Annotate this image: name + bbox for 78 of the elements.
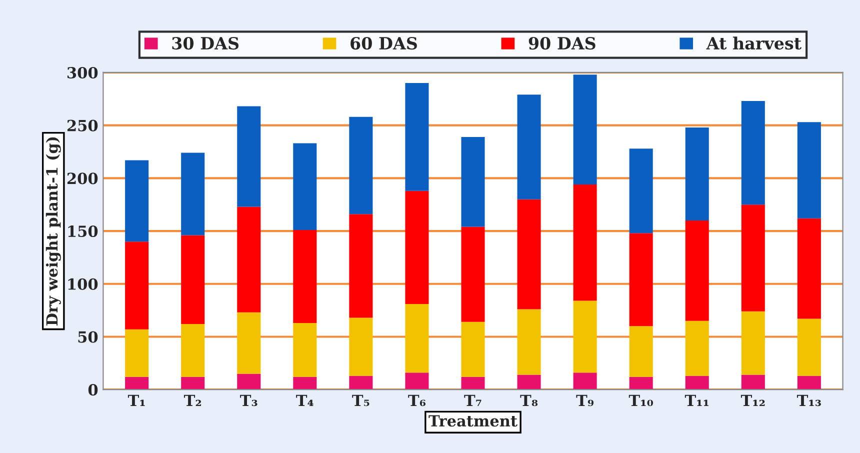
bar [461,322,485,377]
bar [517,309,541,375]
x-tick-label: T₈ [520,394,538,406]
bar [293,143,317,230]
bar [685,127,709,220]
x-tick-label: T₉ [576,394,594,406]
y-tick-label: 300 [68,66,98,78]
bar [741,374,765,390]
x-tick-label: T₂ [184,394,202,406]
bar [797,318,821,376]
y-tick-label: 150 [68,225,98,238]
bar [405,304,429,373]
bar [293,322,317,377]
bar [573,74,597,185]
bar [349,376,373,390]
bar [797,376,821,390]
bar [517,94,541,200]
bar [349,318,373,376]
bar [405,190,429,304]
bar [685,376,709,390]
x-tick-label: T₄ [296,394,314,406]
bar [125,376,149,390]
bar [293,230,317,323]
bar [405,372,429,390]
y-tick-label: 50 [78,331,98,343]
y-tick-label: 0 [88,384,98,396]
bar [741,101,765,205]
y-tick-label: 250 [67,120,98,132]
x-tick-label: T₅ [352,394,370,406]
bar [181,324,205,377]
bar [517,374,541,390]
bar [629,233,653,326]
bar [629,376,653,390]
bar [237,206,261,312]
bar [573,372,597,390]
bar [461,136,485,227]
bar [573,184,597,301]
bar [293,376,317,390]
bar [125,329,149,377]
x-tick-label: T₁₀ [628,394,654,406]
bar [237,312,261,374]
bar [237,374,261,390]
bar [517,199,541,310]
x-tick-label: T₁ [128,394,145,406]
legend-label: At harvest [706,36,802,50]
x-axis-title: Treatment [428,415,518,427]
bar [629,326,653,377]
y-axis-title: Dry weight plant-1 (g) [46,137,61,326]
bar [741,311,765,375]
bar [125,242,149,330]
legend-label: 30 DAS [172,36,239,50]
bar [741,204,765,312]
bar [125,160,149,242]
bar [461,376,485,390]
y-tick-label: 200 [67,172,98,184]
bar [685,220,709,321]
bar [181,376,205,390]
bar [237,106,261,207]
bar [349,116,373,214]
x-tick-label: T₆ [408,394,426,406]
bar [181,152,205,236]
bar [573,300,597,373]
x-tick-label: T₇ [464,394,482,406]
bar [797,218,821,319]
bar [349,214,373,318]
x-tick-label: T₁₃ [796,394,821,406]
bar [797,122,821,218]
legend-label: 60 DAS [350,36,417,50]
legend-label: 90 DAS [528,36,596,50]
x-tick-label: T₁₁ [684,394,708,406]
bar [685,320,709,376]
bar [629,148,653,234]
bar [405,83,429,191]
x-tick-label: T₃ [240,394,258,406]
y-tick-label: 100 [68,278,98,290]
bar [461,226,485,322]
x-tick-label: T₁₂ [740,394,765,406]
bar [181,235,205,324]
